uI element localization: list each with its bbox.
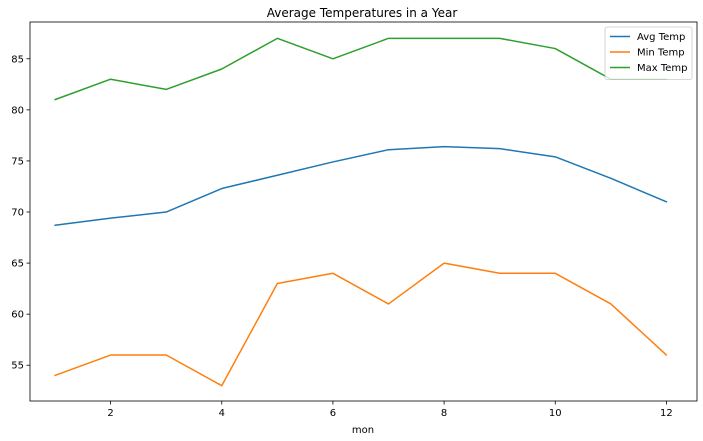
- y-tick-label: 70: [11, 208, 24, 219]
- series-line-2: [54, 262, 668, 387]
- legend: Avg Temp Min Temp Max Temp: [604, 26, 693, 80]
- x-tick-label: 8: [441, 408, 447, 419]
- x-tick-label: 6: [330, 408, 336, 419]
- x-tick-label: 10: [549, 408, 562, 419]
- y-axis: 55 60 65 70 75 80 85: [11, 54, 30, 372]
- y-tick-label: 75: [11, 156, 24, 167]
- y-tick-label: 65: [11, 259, 24, 270]
- x-tick-label: 12: [660, 408, 673, 419]
- y-tick-label: 85: [11, 54, 24, 65]
- legend-label-3: Max Temp: [637, 63, 688, 74]
- y-tick-label: 60: [11, 310, 24, 321]
- y-tick-label: 80: [11, 105, 24, 116]
- series-line-3: [54, 37, 668, 101]
- legend-label-2: Min Temp: [637, 48, 685, 59]
- legend-label-1: Avg Temp: [637, 32, 685, 43]
- chart-title: Average Temperatures in a Year: [267, 6, 458, 20]
- y-tick-label: 55: [11, 361, 24, 372]
- legend-box: [604, 26, 693, 80]
- x-axis: 2 4 6 8 10 12: [107, 401, 673, 419]
- plot-content: [54, 37, 668, 387]
- x-tick-label: 2: [107, 408, 113, 419]
- x-axis-label: mon: [352, 425, 374, 436]
- x-tick-label: 4: [219, 408, 225, 419]
- series-line-1: [54, 145, 668, 227]
- plot-area-frame: [29, 21, 698, 402]
